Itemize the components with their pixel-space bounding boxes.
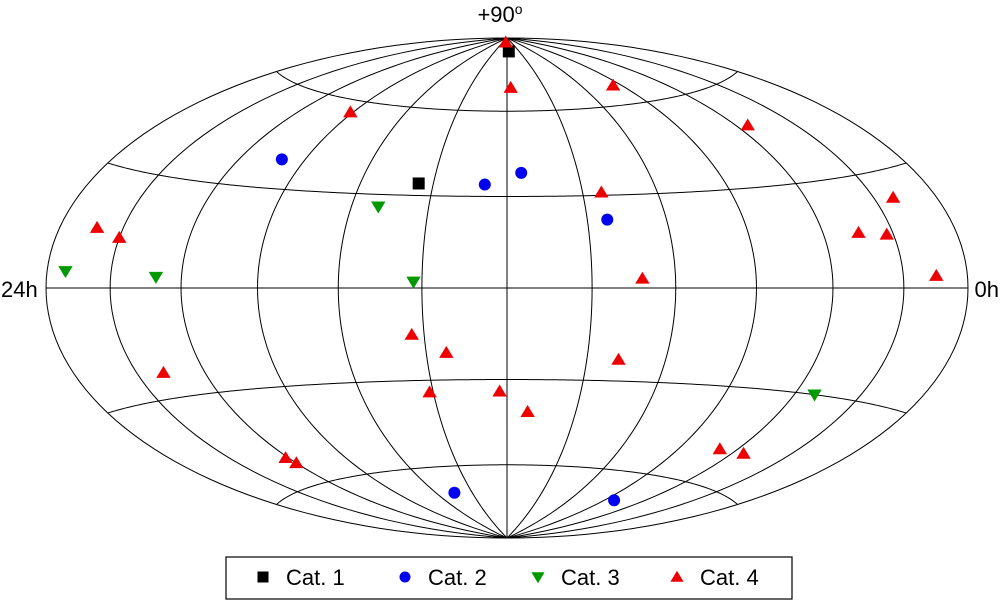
- data-point: [515, 166, 528, 179]
- data-point: [412, 177, 425, 190]
- legend-marker: [531, 572, 545, 584]
- data-point: [851, 225, 866, 238]
- data-point: [404, 327, 419, 340]
- label-north-pole: +90o: [477, 1, 522, 27]
- data-point: [520, 405, 535, 418]
- label-right-ra: 0h: [975, 277, 999, 302]
- data-point: [112, 230, 127, 243]
- data-point: [439, 345, 454, 358]
- data-point: [371, 201, 386, 214]
- legend: Cat. 1 Cat. 2 Cat. 3 Cat. 4: [225, 556, 793, 600]
- data-point: [611, 352, 626, 365]
- series-3: [58, 201, 822, 402]
- data-point: [278, 451, 293, 464]
- data-point: [712, 442, 728, 455]
- data-point: [885, 190, 901, 203]
- legend-label: Cat. 1: [286, 565, 345, 590]
- data-point: [502, 45, 515, 58]
- legend-item: Cat. 3: [531, 565, 620, 590]
- data-point: [929, 268, 944, 281]
- data-point: [89, 220, 105, 233]
- data-point: [594, 185, 609, 198]
- legend-box: [225, 556, 793, 600]
- data-point: [736, 446, 751, 459]
- legend-label: Cat. 3: [561, 565, 620, 590]
- parallel-line: [276, 71, 738, 112]
- data-point: [635, 271, 650, 284]
- legend-item: Cat. 4: [670, 565, 759, 590]
- data-point: [58, 266, 73, 279]
- legend-marker: [670, 570, 684, 582]
- data-point: [406, 276, 421, 289]
- series-2: [275, 153, 621, 507]
- parallel-line: [107, 379, 907, 414]
- data-point: [601, 213, 614, 226]
- data-point: [740, 118, 755, 131]
- data-point: [503, 80, 518, 93]
- label-left-ra: 24h: [1, 277, 38, 302]
- legend-item: Cat. 2: [399, 565, 487, 590]
- parallel-line: [276, 464, 738, 505]
- data-point: [879, 227, 894, 240]
- legend-marker: [399, 571, 411, 583]
- legend-label: Cat. 4: [700, 565, 759, 590]
- data-point: [807, 389, 822, 402]
- data-point: [448, 486, 461, 499]
- data-point: [343, 105, 358, 118]
- legend-item: Cat. 1: [257, 565, 345, 590]
- data-point: [422, 385, 437, 398]
- data-point: [605, 78, 621, 91]
- data-point: [289, 456, 304, 469]
- legend-marker: [257, 571, 269, 583]
- data-point: [608, 494, 621, 507]
- series-1: [412, 45, 515, 190]
- data-point: [275, 153, 288, 166]
- coordinate-grid: [45, 37, 969, 539]
- data-points: [58, 35, 944, 507]
- data-point: [156, 365, 171, 378]
- axis-labels: +90o 24h 0h: [1, 1, 999, 302]
- data-point: [498, 35, 513, 48]
- data-point: [148, 271, 164, 284]
- data-point: [492, 384, 507, 397]
- legend-label: Cat. 2: [428, 565, 487, 590]
- parallel-line: [107, 162, 907, 197]
- series-4: [89, 35, 944, 469]
- data-point: [478, 178, 491, 191]
